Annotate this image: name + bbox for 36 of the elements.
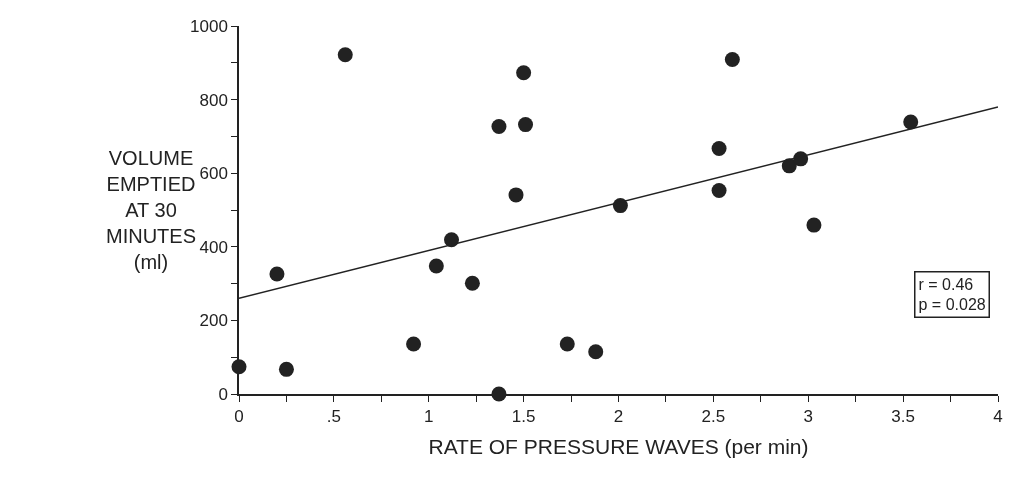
y-tick-label: 600 <box>199 164 228 184</box>
x-tick-label: 2 <box>613 407 624 427</box>
point <box>724 51 740 67</box>
point <box>711 183 727 198</box>
x-tick-label: 4 <box>993 407 1003 427</box>
y-tick-label: 800 <box>199 90 228 110</box>
point <box>337 47 353 63</box>
y-tick-label: 0 <box>218 384 228 404</box>
point <box>711 141 727 157</box>
point <box>508 187 524 203</box>
point <box>518 117 534 133</box>
y-tick-label: 1000 <box>190 16 228 36</box>
point <box>269 266 285 282</box>
x-tick-label: 0 <box>234 407 244 427</box>
point <box>559 336 575 352</box>
annotation: r = 0.46 p = 0.028 <box>918 275 986 314</box>
point <box>806 217 822 233</box>
point <box>278 361 294 377</box>
point <box>588 344 604 360</box>
x-tick-label: 1.5 <box>511 407 536 427</box>
point <box>406 336 422 352</box>
point <box>903 114 919 130</box>
x-tick-label: 3 <box>803 407 813 427</box>
point <box>516 65 532 81</box>
point <box>464 275 480 291</box>
x-tick-label: 1 <box>424 407 434 427</box>
x-axis-title: RATE OF PRESSURE WAVES (per min) <box>428 434 809 458</box>
y-axis-title: VOLUME EMPTIED AT 30 MINUTES (ml) <box>106 147 196 273</box>
x-tick-label: 2.5 <box>701 407 726 427</box>
point <box>612 198 628 214</box>
point <box>428 258 444 274</box>
point <box>491 118 507 134</box>
y-tick-label: 200 <box>199 311 228 331</box>
y-tick-label: 400 <box>199 237 228 257</box>
x-tick-label: .5 <box>326 407 341 427</box>
x-tick-label: 3.5 <box>891 407 915 427</box>
